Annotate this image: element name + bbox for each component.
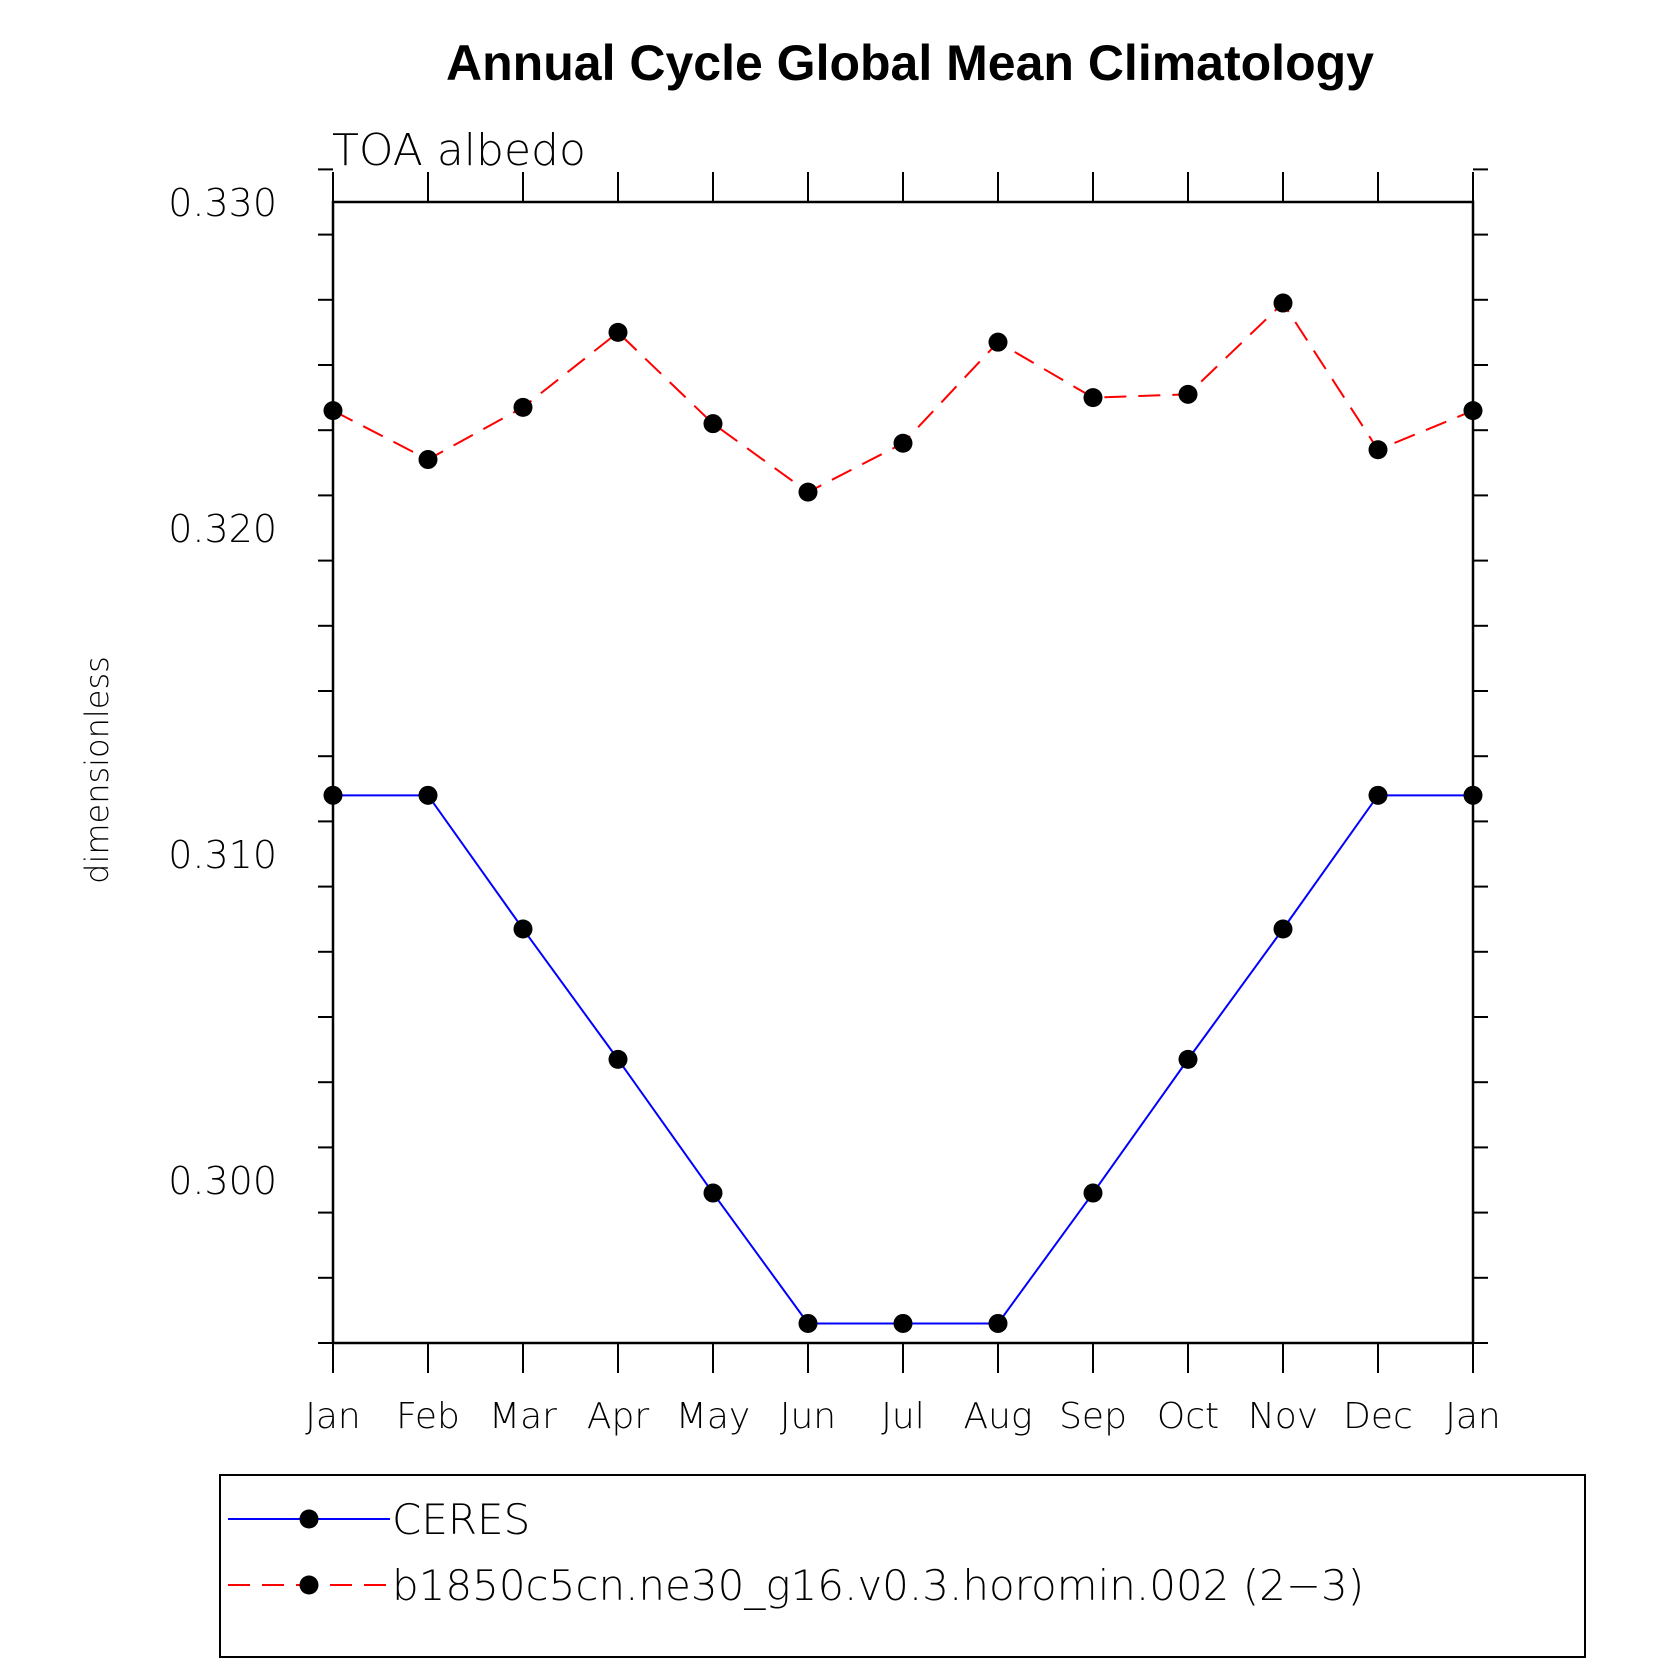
- y-axis-label: dimensionless: [78, 656, 116, 884]
- x-tick-label: Sep: [1059, 1396, 1127, 1437]
- data-point: [1463, 785, 1483, 805]
- x-tick-label: May: [676, 1396, 750, 1437]
- data-point: [703, 1183, 723, 1203]
- y-axis-ticks: 0.300 0.310 0.320 0.330: [168, 168, 1488, 1344]
- x-tick-label: Apr: [587, 1396, 649, 1437]
- x-tick-label: Aug: [963, 1396, 1032, 1437]
- data-point: [418, 450, 438, 470]
- data-point: [1463, 401, 1483, 421]
- data-point: [1368, 785, 1388, 805]
- legend-marker: [299, 1509, 319, 1529]
- series-layer: [323, 293, 1483, 1333]
- data-point: [1083, 1183, 1103, 1203]
- data-point: [1273, 919, 1293, 939]
- data-point: [513, 919, 533, 939]
- x-tick-label: Jun: [780, 1396, 836, 1437]
- plot-frame: [331, 200, 1475, 1345]
- data-point: [1368, 440, 1388, 460]
- series-line: [333, 794, 1473, 1325]
- y-tick-label: 0.310: [168, 833, 277, 877]
- data-point: [893, 433, 913, 453]
- data-point: [608, 322, 628, 342]
- y-tick-label: 0.320: [168, 507, 277, 551]
- chart-title: Annual Cycle Global Mean Climatology: [446, 35, 1374, 91]
- data-point: [703, 414, 723, 434]
- data-point: [1083, 388, 1103, 408]
- data-point: [608, 1049, 628, 1069]
- x-axis-ticks: Jan Feb Mar Apr May Jun Jul Aug Sep Oct Nov Dec Jan: [305, 172, 1501, 1437]
- x-tick-label: Dec: [1343, 1396, 1413, 1437]
- data-point: [798, 1313, 818, 1333]
- legend-box: [219, 1474, 1586, 1658]
- series-line: [332, 301, 1474, 494]
- data-point: [323, 401, 343, 421]
- data-point: [988, 1313, 1008, 1333]
- data-point: [893, 1313, 913, 1333]
- data-point: [323, 785, 343, 805]
- data-point: [418, 785, 438, 805]
- legend-marker: [299, 1575, 319, 1595]
- data-point: [1273, 293, 1293, 313]
- legend: CERES b1850c5cn.ne30_g16.v0.3.horomin.002…: [219, 1474, 1586, 1658]
- x-tick-label: Mar: [489, 1396, 557, 1437]
- y-tick-label: 0.330: [168, 181, 277, 225]
- data-point: [513, 397, 533, 417]
- x-tick-label: Jan: [1445, 1396, 1501, 1437]
- data-point: [1178, 384, 1198, 404]
- legend-label: CERES: [392, 1495, 530, 1544]
- legend-label: b1850c5cn.ne30_g16.v0.3.horomin.002 (2−3…: [392, 1561, 1364, 1610]
- x-tick-label: Jan: [305, 1396, 361, 1437]
- data-point: [798, 482, 818, 502]
- data-point: [1178, 1049, 1198, 1069]
- x-tick-label: Jul: [881, 1396, 924, 1437]
- x-tick-label: Oct: [1157, 1396, 1219, 1437]
- chart-subtitle: TOA albedo: [332, 125, 586, 176]
- data-point: [988, 332, 1008, 352]
- x-tick-label: Nov: [1248, 1396, 1318, 1437]
- x-tick-label: Feb: [396, 1396, 460, 1437]
- y-tick-label: 0.300: [168, 1159, 277, 1203]
